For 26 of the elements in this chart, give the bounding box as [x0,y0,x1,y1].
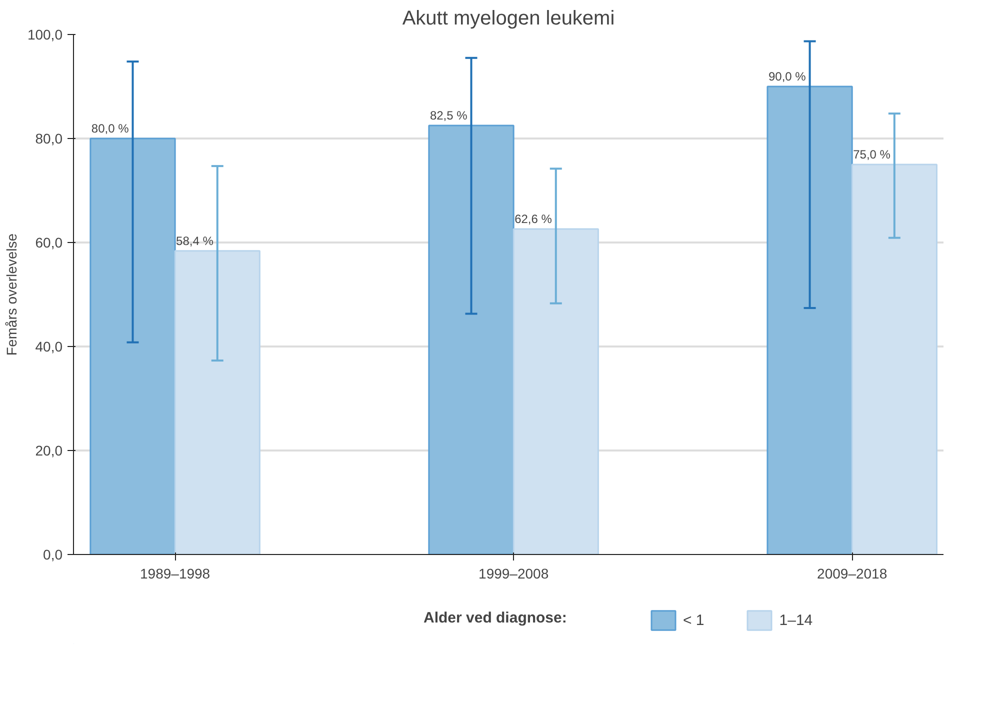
y-tick-label: 100,0 [27,26,63,42]
data-label: 82,5 % [430,108,468,122]
data-label: 62,6 % [514,212,552,226]
y-axis-title: Femårs overlevelse [3,233,20,356]
data-label: 58,4 % [176,234,214,248]
x-tick-label: 1999–2008 [478,566,549,582]
bar [766,86,853,554]
x-tick-label: 1989–1998 [140,566,210,582]
bar [174,250,260,554]
bar [428,124,514,554]
bar [512,228,599,554]
data-label: 80,0 % [91,122,130,136]
bar [851,164,938,554]
y-tick-label: 60,0 [35,234,63,250]
legend-label: 1–14 [779,612,813,628]
legend-label: < 1 [683,612,704,628]
data-label: 90,0 % [768,70,806,84]
legend-title: Alder ved diagnose: [424,610,567,626]
y-tick-label: 0,0 [43,546,63,562]
y-tick-label: 80,0 [35,130,63,146]
bar [90,138,176,554]
x-tick-label: 2009–2018 [817,566,888,582]
y-tick-label: 40,0 [35,338,63,354]
y-tick-label: 20,0 [35,442,63,458]
chart-title: Akutt myelogen leukemi [402,8,615,30]
data-label: 75,0 % [853,148,891,162]
